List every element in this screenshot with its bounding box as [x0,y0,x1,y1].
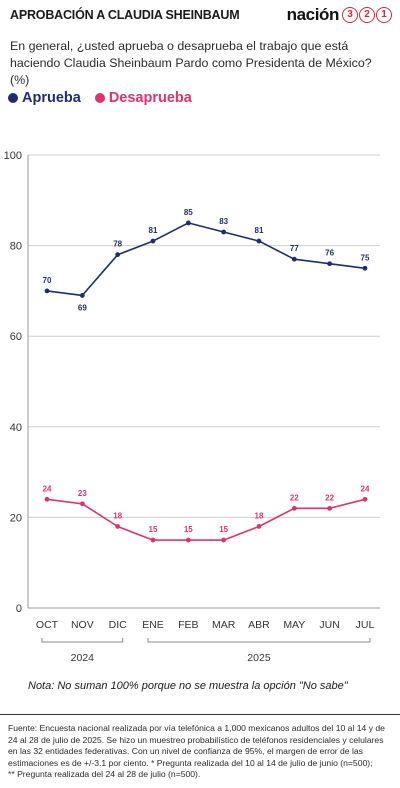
x-tick-label: NOV [71,619,94,631]
legend-label-desaprueba: Desaprueba [108,90,192,106]
data-label-desaprueba: 23 [78,489,87,498]
footer-note: ** Pregunta realizada del 24 al 28 de ju… [8,769,201,779]
data-point-desaprueba [327,505,333,511]
x-tick-label: DIC [109,619,128,631]
x-tick-label: FEB [178,619,198,631]
x-tick-label: JUL [356,619,375,631]
legend-item-aprueba: Aprueba [8,90,81,106]
x-tick-label: JUN [319,619,339,631]
legend-item-desaprueba: Desaprueba [94,90,192,106]
data-point-aprueba [150,238,156,244]
data-label-desaprueba: 15 [219,525,228,534]
data-point-desaprueba [256,524,262,529]
y-tick-label: 60 [10,331,22,343]
data-point-aprueba [221,229,227,235]
x-tick-label: ABR [248,619,270,631]
data-point-aprueba [44,288,50,294]
page-title: APROBACIÓN A CLAUDIA SHEINBAUM [10,8,240,22]
data-point-desaprueba [185,537,191,543]
y-tick-label: 20 [10,512,22,524]
chart-note: Nota: No suman 100% porque no se muestra… [28,680,348,692]
legend-dot-desaprueba [94,93,105,103]
header: APROBACIÓN A CLAUDIA SHEINBAUM nación 3 … [10,5,392,28]
data-label-aprueba: 78 [113,240,122,249]
brand-digit-1: 1 [376,7,392,23]
year-label: 2024 [71,652,95,664]
x-tick-label: MAY [283,619,305,631]
y-tick-label: 80 [10,241,22,253]
data-label-desaprueba: 18 [255,511,264,520]
data-point-desaprueba [362,496,368,502]
data-label-desaprueba: 24 [43,484,52,493]
data-point-aprueba [327,261,333,267]
y-tick-label: 40 [10,422,22,434]
data-point-aprueba [115,252,121,258]
data-label-aprueba: 75 [361,253,370,262]
year-label: 2025 [247,652,271,664]
data-label-desaprueba: 22 [290,493,299,502]
year-bracket [41,638,124,643]
data-label-aprueba: 85 [184,208,193,217]
data-point-desaprueba [44,496,50,502]
data-label-desaprueba: 22 [325,493,334,502]
y-tick-label: 100 [4,150,22,162]
series-line-desaprueba [46,498,366,541]
data-point-desaprueba [79,501,85,507]
data-point-aprueba [185,220,191,226]
data-point-desaprueba [115,524,121,529]
data-label-aprueba: 76 [325,249,334,258]
data-label-aprueba: 69 [78,303,87,312]
brand-logo: nación 3 2 1 [287,5,392,25]
x-tick-label: MAR [212,619,236,631]
data-point-desaprueba [221,537,227,543]
data-label-aprueba: 81 [255,226,264,235]
footer-divider [0,714,400,715]
data-label-desaprueba: 18 [113,511,122,520]
data-point-aprueba [291,256,297,262]
data-label-aprueba: 70 [43,276,52,285]
brand-digit-3: 3 [342,7,358,23]
x-tick-label: ENE [142,619,164,631]
legend-label-aprueba: Aprueba [22,90,81,106]
chart-subtitle: En general, ¿usted aprueba o desaprueba … [10,39,372,87]
brand-digit-2: 2 [359,7,375,23]
data-point-aprueba [362,265,368,271]
data-point-aprueba [256,238,262,244]
y-tick-label: 0 [16,603,22,615]
line-chart: 0 20 40 60 80 100 OCT NOV DIC ENE FEB MAR ABR MAY JUN J… [4,150,380,664]
brand-word: nación [286,5,340,24]
data-label-desaprueba: 15 [184,525,193,534]
legend-dot-aprueba [8,93,18,103]
data-point-desaprueba [150,537,156,543]
footer-source: Fuente: Encuesta nacional realizada por … [8,723,385,768]
data-point-aprueba [79,293,85,298]
x-tick-label: OCT [36,619,59,631]
data-label-desaprueba: 15 [149,525,158,534]
data-label-aprueba: 77 [290,244,299,253]
series-line-aprueba [46,222,366,297]
data-label-aprueba: 81 [149,226,158,235]
footer: Fuente: Encuesta nacional realizada por … [8,723,394,781]
data-point-desaprueba [291,505,297,511]
data-label-desaprueba: 24 [361,484,370,493]
chart-legend: Aprueba Desaprueba [8,90,206,106]
year-bracket [147,638,371,643]
data-label-aprueba: 83 [219,217,228,226]
